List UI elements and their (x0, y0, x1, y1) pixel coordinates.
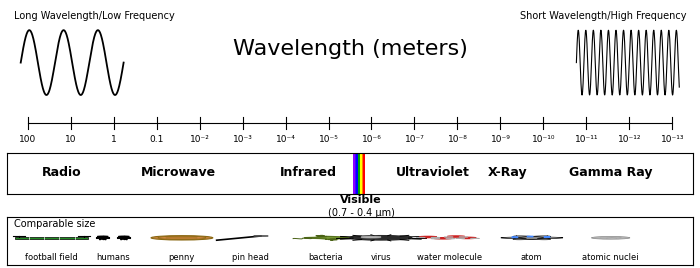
Bar (362, 153, 363, 194)
Text: 0.1: 0.1 (149, 135, 164, 144)
Text: 10⁻⁴: 10⁻⁴ (276, 135, 295, 144)
Text: 10⁻⁷: 10⁻⁷ (405, 135, 424, 144)
Text: 10⁻²: 10⁻² (190, 135, 209, 144)
Circle shape (361, 236, 381, 238)
Text: Visible: Visible (340, 195, 382, 205)
Text: 10⁻⁶: 10⁻⁶ (362, 135, 382, 144)
Text: atom: atom (521, 254, 542, 262)
Text: bacteria: bacteria (309, 254, 343, 262)
Text: Comparable size: Comparable size (14, 218, 95, 229)
Text: pin head: pin head (232, 254, 269, 262)
Bar (356, 153, 358, 194)
Text: 10: 10 (65, 135, 76, 144)
Text: 100: 100 (19, 135, 36, 144)
Text: 10⁻⁵: 10⁻⁵ (318, 135, 338, 144)
Circle shape (431, 237, 440, 238)
Circle shape (151, 236, 213, 240)
Circle shape (419, 236, 437, 238)
Circle shape (606, 238, 617, 239)
Bar (358, 153, 360, 194)
Text: (0.7 - 0.4 μm): (0.7 - 0.4 μm) (328, 208, 394, 218)
Circle shape (527, 236, 533, 237)
Text: 10⁻³: 10⁻³ (232, 135, 253, 144)
Text: 10⁻⁸: 10⁻⁸ (447, 135, 468, 144)
Circle shape (600, 237, 610, 238)
Text: Short Wavelength/High Frequency: Short Wavelength/High Frequency (519, 11, 686, 21)
Text: 10⁻¹²: 10⁻¹² (617, 135, 641, 144)
Text: 10⁻¹⁰: 10⁻¹⁰ (532, 135, 555, 144)
Text: 1: 1 (111, 135, 116, 144)
Bar (360, 153, 362, 194)
Text: 10⁻¹³: 10⁻¹³ (661, 135, 684, 144)
Circle shape (434, 238, 452, 239)
Circle shape (459, 237, 476, 239)
Polygon shape (304, 236, 348, 239)
Text: Infrared: Infrared (280, 166, 337, 179)
Circle shape (592, 236, 630, 239)
Text: 10⁻⁹: 10⁻⁹ (491, 135, 510, 144)
Text: 10⁻¹¹: 10⁻¹¹ (575, 135, 598, 144)
Text: penny: penny (169, 254, 195, 262)
Circle shape (470, 238, 480, 239)
Circle shape (97, 236, 108, 237)
Text: virus: virus (370, 254, 391, 262)
Circle shape (610, 237, 622, 238)
Text: Long Wavelength/Low Frequency: Long Wavelength/Low Frequency (14, 11, 174, 21)
Text: Wavelength (meters): Wavelength (meters) (232, 39, 468, 59)
Text: Radio: Radio (42, 166, 82, 179)
Text: humans: humans (97, 254, 130, 262)
Bar (354, 153, 356, 194)
Bar (15, 237, 88, 239)
Text: football field: football field (25, 254, 78, 262)
Text: Microwave: Microwave (141, 166, 216, 179)
Circle shape (447, 236, 465, 237)
Circle shape (526, 237, 537, 238)
Bar (353, 153, 354, 194)
Text: water molecule: water molecule (417, 254, 482, 262)
Circle shape (416, 237, 426, 238)
Bar (363, 153, 365, 194)
Text: Gamma Ray: Gamma Ray (569, 166, 652, 179)
Circle shape (118, 236, 130, 237)
Circle shape (350, 236, 412, 240)
Circle shape (456, 238, 465, 239)
Text: Ultraviolet: Ultraviolet (395, 166, 469, 179)
Text: atomic nuclei: atomic nuclei (582, 254, 639, 262)
Text: X-Ray: X-Ray (488, 166, 528, 179)
